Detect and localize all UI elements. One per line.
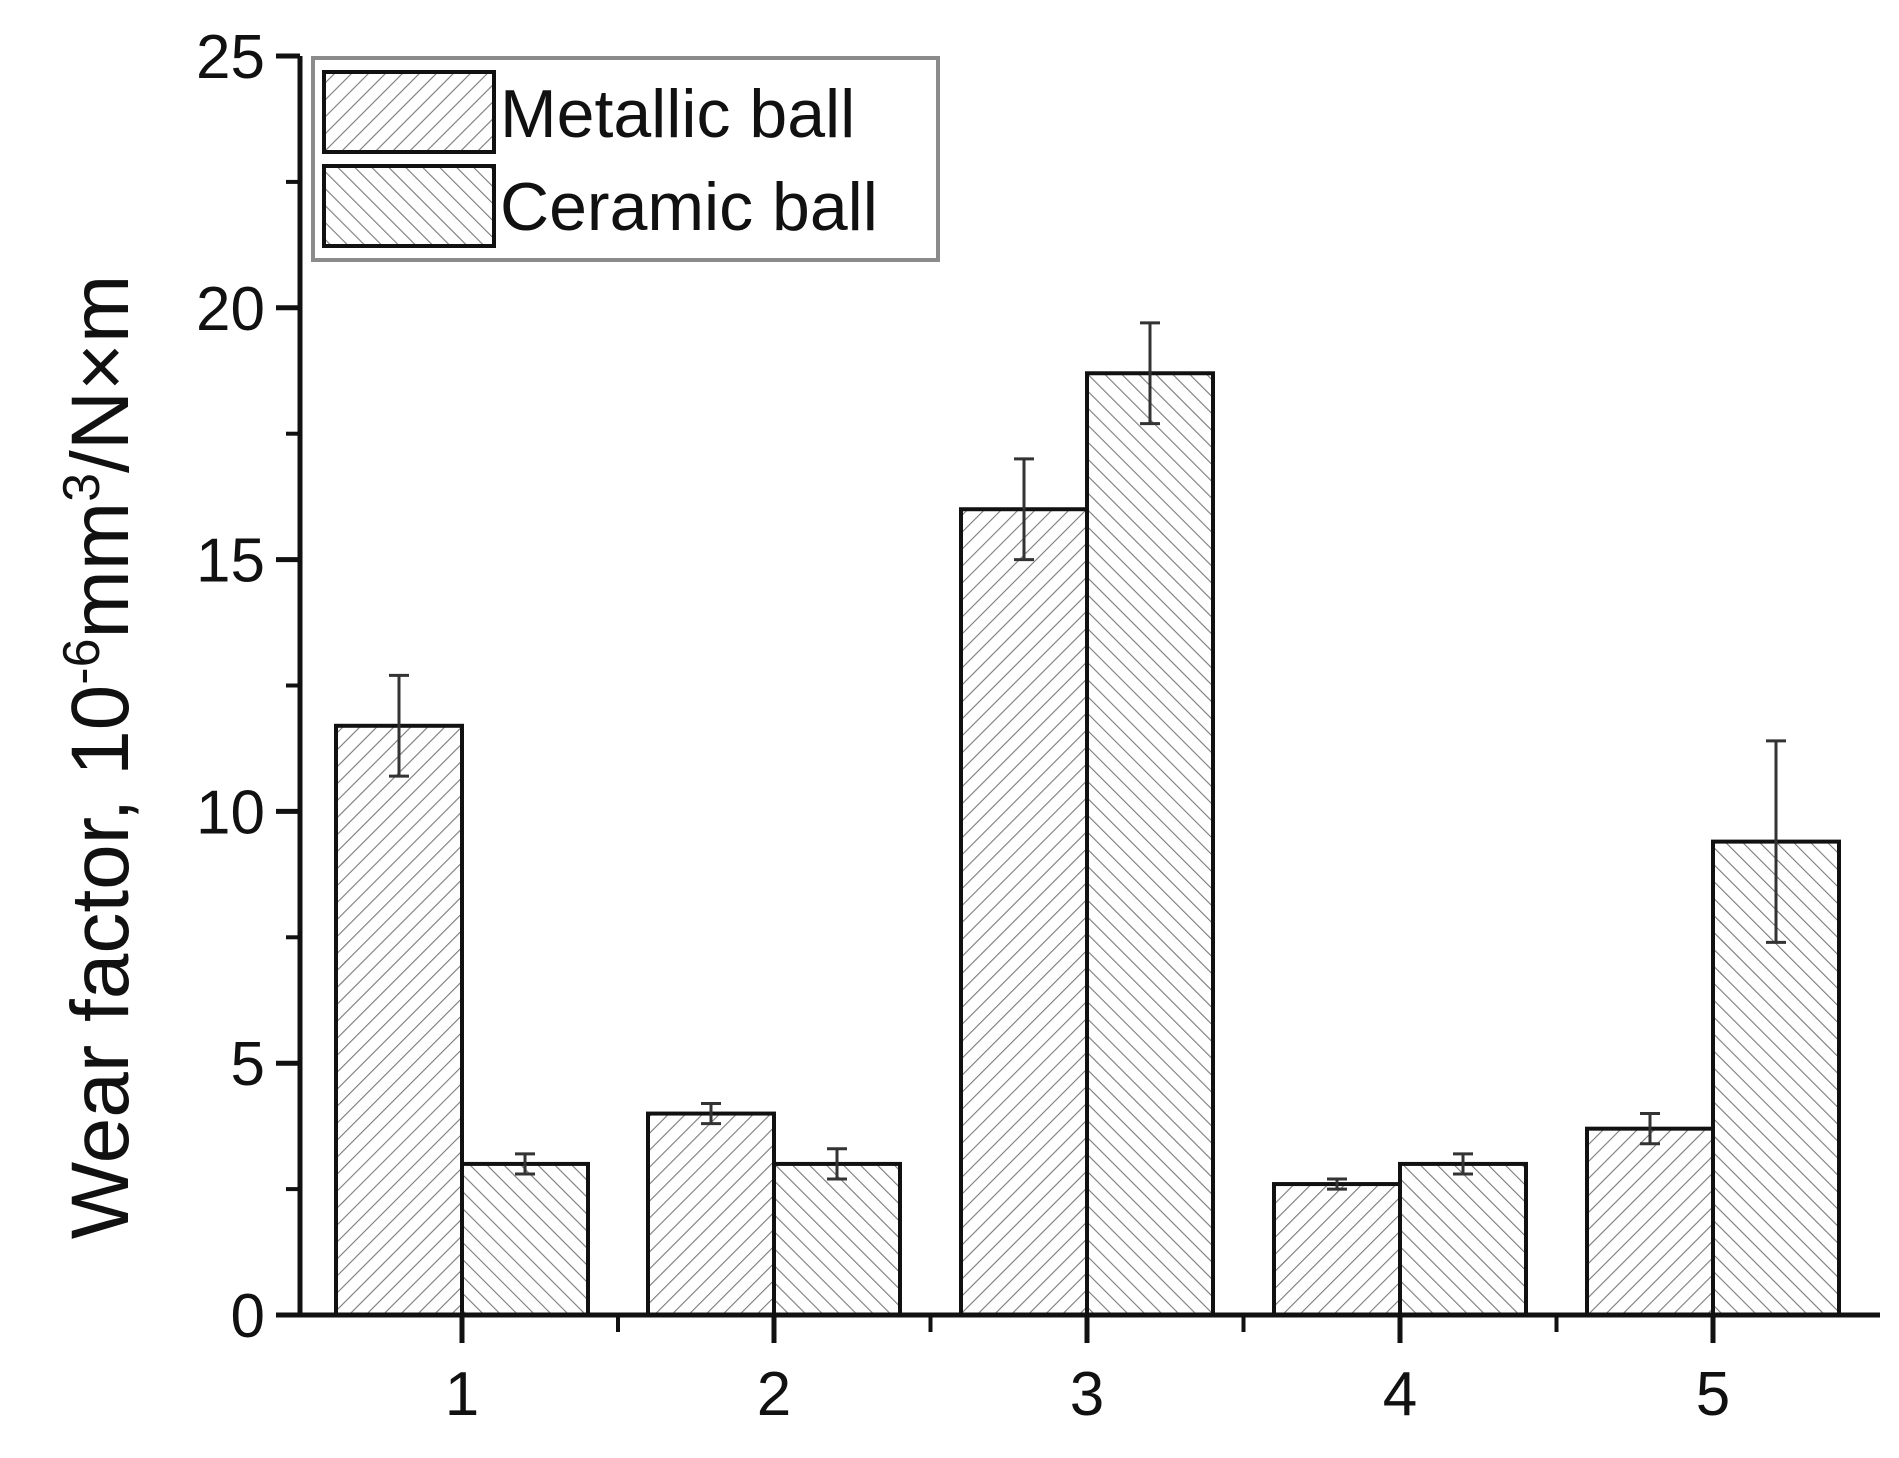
error-bar-metallic-5 <box>1640 1112 1660 1146</box>
y-tick-label-5: 5 <box>231 1030 265 1099</box>
bar-ceramic-1 <box>460 1161 590 1318</box>
y-axis-title-end: /N×m <box>55 275 146 473</box>
x-tick-label-2: 2 <box>757 1360 791 1429</box>
x-tick-label-1: 1 <box>445 1360 479 1429</box>
legend: Metallic ball Ceramic ball <box>311 56 940 262</box>
error-bar-ceramic-1 <box>515 1152 535 1176</box>
bar-metallic-2 <box>646 1111 776 1318</box>
legend-swatch-metallic <box>322 70 496 154</box>
bar-ceramic-3 <box>1085 371 1215 1317</box>
x-tick-label-4: 4 <box>1383 1360 1417 1429</box>
error-bar-ceramic-3 <box>1140 321 1160 426</box>
error-bar-metallic-4 <box>1327 1177 1347 1191</box>
axes-layer: 0 5 10 15 20 25 1 2 3 4 5 <box>196 23 1880 1429</box>
y-tick-label-0: 0 <box>231 1282 265 1351</box>
legend-label-ceramic: Ceramic ball <box>500 169 878 245</box>
y-tick-label-15: 15 <box>196 527 265 596</box>
y-axis-title-mid: mm <box>55 502 146 639</box>
error-bar-ceramic-4 <box>1453 1152 1473 1176</box>
bar-metallic-3 <box>959 507 1089 1317</box>
y-axis-title: Wear factor, 10-6mm3/N×m <box>53 275 146 1240</box>
y-tick-label-25: 25 <box>196 23 265 92</box>
error-bar-metallic-1 <box>389 673 409 778</box>
error-bar-ceramic-5 <box>1766 739 1786 944</box>
x-tick-label-5: 5 <box>1696 1360 1730 1429</box>
legend-swatch-ceramic <box>322 164 496 248</box>
bar-metallic-1 <box>334 723 464 1317</box>
error-bar-metallic-3 <box>1014 457 1034 562</box>
bar-metallic-4 <box>1272 1182 1402 1317</box>
error-bars-layer <box>389 321 1786 1191</box>
error-bar-ceramic-2 <box>827 1147 847 1181</box>
bar-ceramic-4 <box>1398 1161 1528 1318</box>
bar-metallic-5 <box>1585 1126 1715 1317</box>
legend-label-metallic: Metallic ball <box>500 76 855 152</box>
y-tick-label-10: 10 <box>196 778 265 847</box>
y-axis-title-main: Wear factor, 10 <box>55 685 146 1240</box>
x-tick-label-3: 3 <box>1070 1360 1104 1429</box>
y-axis-title-exponent-2: 3 <box>53 473 111 502</box>
bars-layer <box>334 371 1841 1318</box>
y-axis-title-exponent-1: -6 <box>53 638 111 684</box>
bar-ceramic-2 <box>772 1161 902 1318</box>
error-bar-metallic-2 <box>701 1101 721 1126</box>
y-tick-label-20: 20 <box>196 275 265 344</box>
